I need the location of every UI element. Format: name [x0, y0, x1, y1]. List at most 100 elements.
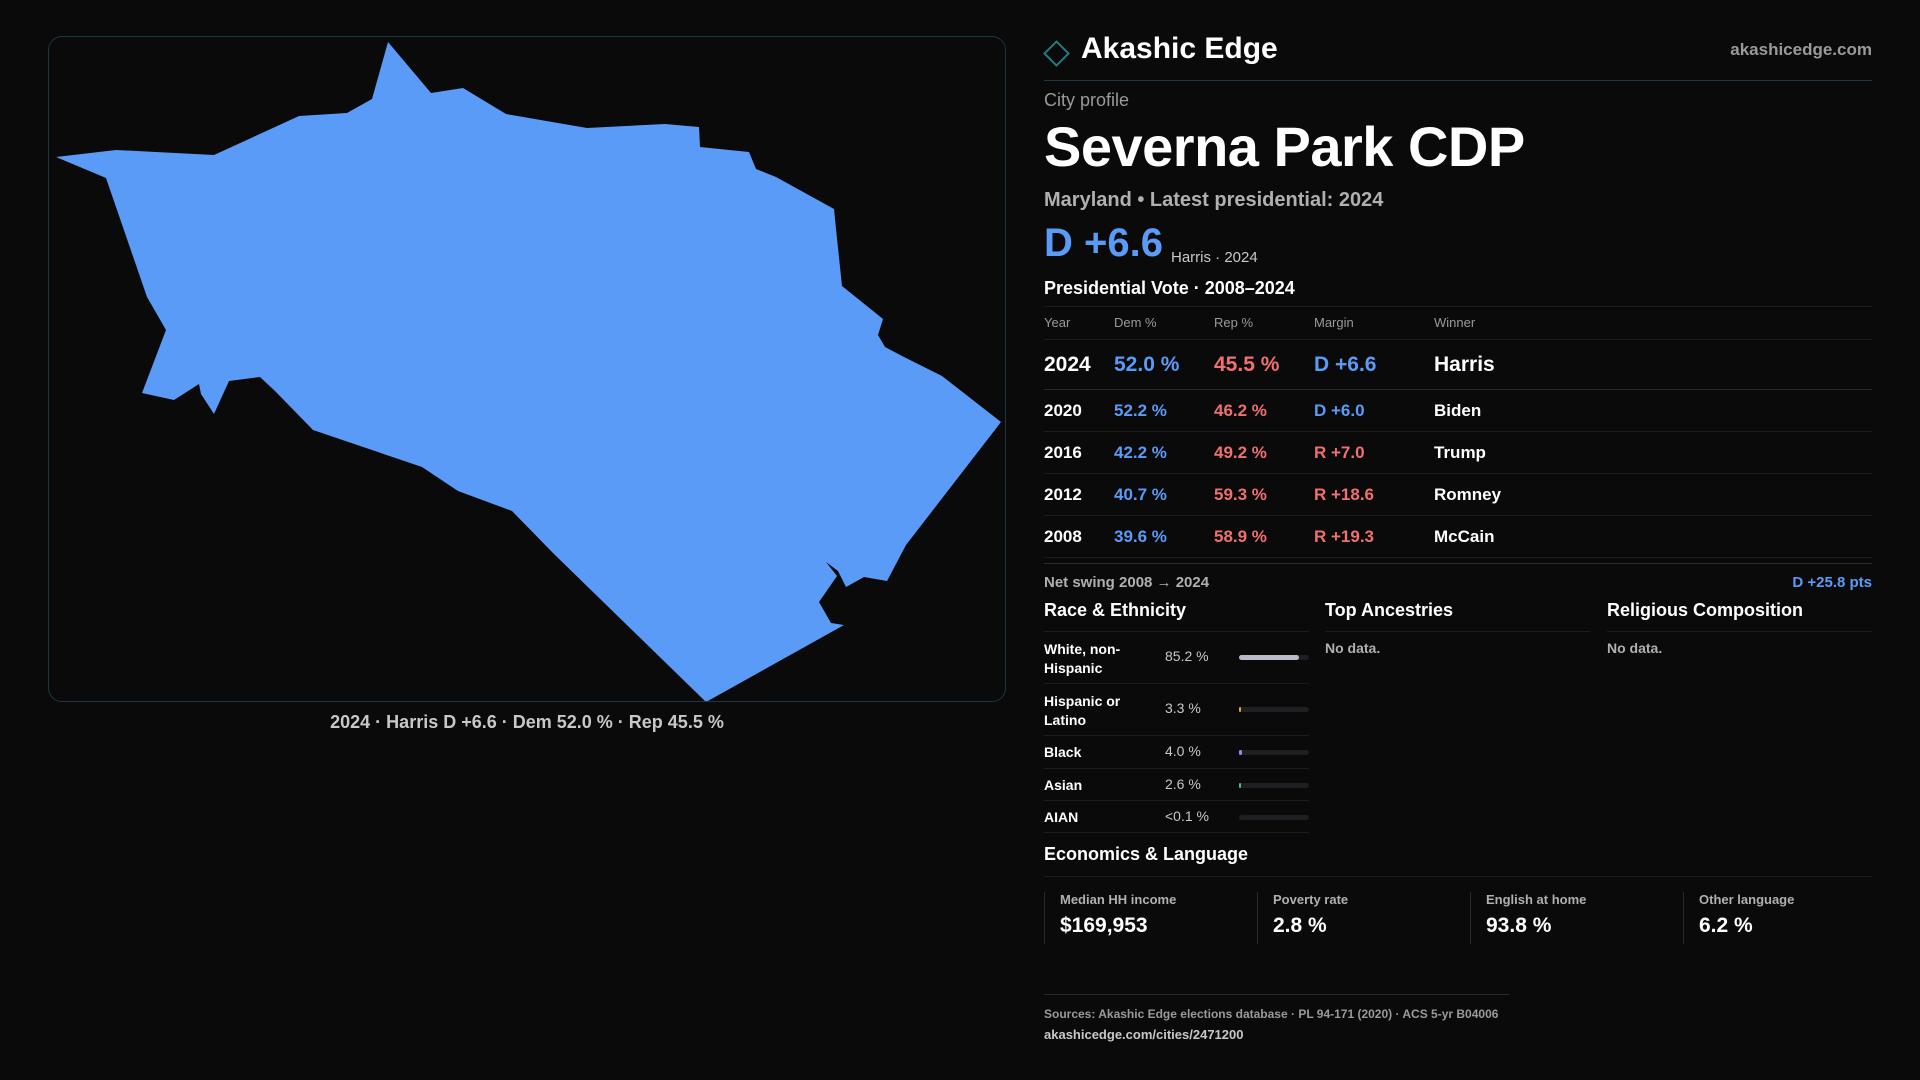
- header-dem: Dem %: [1114, 315, 1157, 330]
- race-label: AIAN: [1044, 809, 1079, 825]
- cell-year: 2012: [1044, 485, 1082, 504]
- race-bar-fill: [1239, 707, 1242, 712]
- map-panel: [48, 36, 1006, 702]
- cell-winner: Harris: [1434, 353, 1495, 376]
- table-row: 2012 40.7 % 59.3 % R +18.6 Romney: [1044, 474, 1872, 516]
- race-label: Hispanic or Latino: [1044, 693, 1121, 728]
- brand-url-link[interactable]: akashicedge.com: [1730, 40, 1872, 59]
- race-label: Asian: [1044, 777, 1083, 793]
- cell-rep: 59.3 %: [1214, 485, 1267, 504]
- race-row: AIAN <0.1 %: [1044, 801, 1309, 833]
- cell-year: 2016: [1044, 443, 1082, 462]
- race-bar-fill: [1239, 655, 1299, 660]
- cell-margin: R +7.0: [1314, 443, 1365, 462]
- race-pct: 3.3 %: [1165, 700, 1201, 716]
- cell-winner: Trump: [1434, 443, 1486, 462]
- cell-year: 2008: [1044, 527, 1082, 546]
- cell-rep: 46.2 %: [1214, 401, 1267, 420]
- econ-value: 93.8 %: [1486, 914, 1552, 937]
- cell-year: 2024: [1044, 353, 1091, 376]
- cell-dem: 39.6 %: [1114, 527, 1167, 546]
- race-pct: 85.2 %: [1165, 648, 1209, 664]
- race-label: White, non-Hispanic: [1044, 641, 1121, 676]
- race-bar: [1239, 707, 1309, 712]
- page-subtitle: Maryland • Latest presidential: 2024: [1044, 189, 1384, 211]
- net-swing-label: Net swing 2008 → 2024: [1044, 574, 1210, 591]
- headline-margin: D +6.6: [1044, 221, 1163, 265]
- religion-section: Religious Composition No data.: [1607, 600, 1872, 656]
- ancestries-title: Top Ancestries: [1325, 600, 1590, 632]
- race-pct: <0.1 %: [1165, 808, 1209, 824]
- race-ethnicity-section: Race & Ethnicity White, non-Hispanic 85.…: [1044, 600, 1309, 833]
- race-pct: 4.0 %: [1165, 743, 1201, 759]
- cell-dem: 52.0 %: [1114, 353, 1180, 376]
- table-header: Year Dem % Rep % Margin Winner: [1044, 306, 1872, 340]
- cell-margin: R +19.3: [1314, 527, 1375, 546]
- cell-dem: 40.7 %: [1114, 485, 1167, 504]
- cell-rep: 45.5 %: [1214, 353, 1280, 376]
- econ-label: Median HH income: [1060, 892, 1177, 907]
- race-row: Hispanic or Latino 3.3 %: [1044, 684, 1309, 736]
- page-eyebrow: City profile: [1044, 90, 1130, 110]
- race-bar: [1239, 815, 1309, 820]
- table-row: 2020 52.2 % 46.2 % D +6.0 Biden: [1044, 390, 1872, 432]
- vote-section-title: Presidential Vote · 2008–2024: [1044, 278, 1295, 298]
- city-boundary-shape[interactable]: [56, 42, 1001, 702]
- table-row: 2008 39.6 % 58.9 % R +19.3 McCain: [1044, 516, 1872, 558]
- map-caption: 2024 · Harris D +6.6 · Dem 52.0 % · Rep …: [330, 712, 724, 732]
- race-section-title: Race & Ethnicity: [1044, 600, 1309, 632]
- brand-header: Akashic Edge akashicedge.com: [1043, 30, 1872, 81]
- header-winner: Winner: [1434, 315, 1476, 330]
- city-boundary-map: [56, 42, 1001, 702]
- ancestries-empty: No data.: [1325, 640, 1381, 656]
- econ-value: 6.2 %: [1699, 914, 1753, 937]
- cell-year: 2020: [1044, 401, 1082, 420]
- religion-empty: No data.: [1607, 640, 1663, 656]
- econ-value: 2.8 %: [1273, 914, 1327, 937]
- cell-margin: D +6.6: [1314, 353, 1377, 376]
- cell-rep: 58.9 %: [1214, 527, 1267, 546]
- cell-dem: 52.2 %: [1114, 401, 1167, 420]
- footer-url-link[interactable]: akashicedge.com/cities/2471200: [1044, 1027, 1244, 1042]
- cell-winner: McCain: [1434, 527, 1495, 546]
- econ-card-english-at-home: English at home 93.8 %: [1470, 892, 1671, 944]
- headline-note: Harris · 2024: [1171, 249, 1258, 266]
- header-rep: Rep %: [1214, 315, 1254, 330]
- ancestries-section: Top Ancestries No data.: [1325, 600, 1590, 656]
- net-swing-row: Net swing 2008 → 2024 D +25.8 pts: [1044, 563, 1872, 594]
- econ-value: $169,953: [1060, 914, 1148, 937]
- econ-card-median-income: Median HH income $169,953: [1044, 892, 1245, 944]
- presidential-vote-table: Year Dem % Rep % Margin Winner 2024 52.0…: [1044, 306, 1872, 558]
- table-row: 2024 52.0 % 45.5 % D +6.6 Harris: [1044, 340, 1872, 390]
- econ-label: Other language: [1699, 892, 1795, 907]
- footer-sources: Sources: Akashic Edge elections database…: [1044, 1007, 1499, 1021]
- religion-title: Religious Composition: [1607, 600, 1872, 632]
- cell-dem: 42.2 %: [1114, 443, 1167, 462]
- economics-title: Economics & Language: [1044, 844, 1872, 877]
- cell-winner: Biden: [1434, 401, 1482, 420]
- cell-rep: 49.2 %: [1214, 443, 1267, 462]
- header-year: Year: [1044, 315, 1071, 330]
- race-row: Black 4.0 %: [1044, 736, 1309, 769]
- race-label: Black: [1044, 744, 1082, 760]
- cell-margin: D +6.0: [1314, 401, 1365, 420]
- econ-card-other-language: Other language 6.2 %: [1683, 892, 1884, 944]
- race-bar-fill: [1239, 750, 1242, 755]
- race-bar-fill: [1239, 783, 1241, 788]
- race-pct: 2.6 %: [1165, 776, 1201, 792]
- diamond-logo-icon: [1043, 40, 1070, 67]
- cell-margin: R +18.6: [1314, 485, 1375, 504]
- race-bar: [1239, 655, 1309, 660]
- footer: Sources: Akashic Edge elections database…: [1044, 994, 1509, 1042]
- econ-label: Poverty rate: [1273, 892, 1349, 907]
- net-swing-value: D +25.8 pts: [1792, 574, 1872, 591]
- cell-winner: Romney: [1434, 485, 1502, 504]
- race-row: White, non-Hispanic 85.2 %: [1044, 632, 1309, 684]
- econ-label: English at home: [1486, 892, 1587, 907]
- econ-card-poverty-rate: Poverty rate 2.8 %: [1257, 892, 1458, 944]
- race-bar: [1239, 783, 1309, 788]
- race-bar: [1239, 750, 1309, 755]
- page-title: Severna Park CDP: [1044, 115, 1525, 178]
- race-row: Asian 2.6 %: [1044, 769, 1309, 801]
- table-row: 2016 42.2 % 49.2 % R +7.0 Trump: [1044, 432, 1872, 474]
